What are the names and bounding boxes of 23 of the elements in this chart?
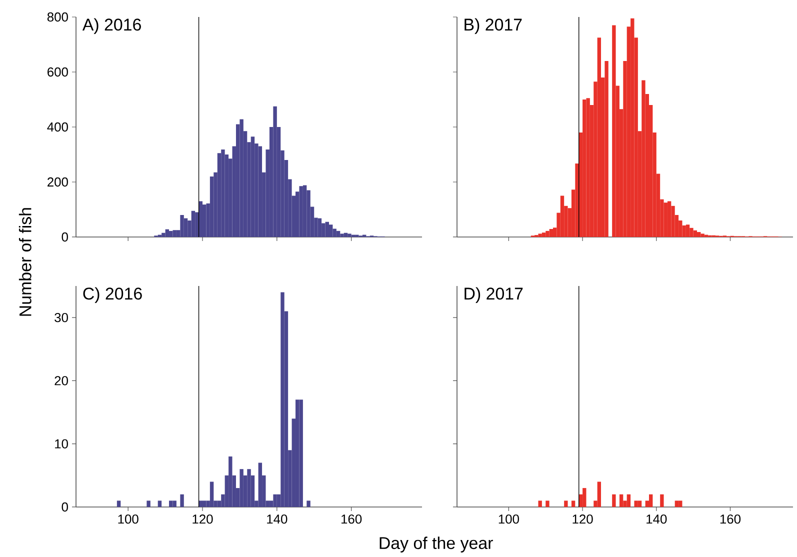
y-tick-label: 0: [62, 232, 68, 242]
x-axis-title: Day of the year: [380, 536, 493, 552]
y-tick-label: 600: [48, 67, 68, 77]
x-tick-label: 100: [118, 514, 138, 524]
y-tick-label: 800: [47, 12, 68, 22]
x-tick-label: 100: [498, 514, 519, 524]
x-tick-label: 140: [646, 514, 667, 524]
y-tick-label: 20: [54, 376, 68, 386]
x-tick-label: 160: [720, 514, 741, 524]
y-tick-label: 10: [55, 439, 68, 448]
y-tick-label: 200: [48, 177, 68, 187]
x-tick-label: 120: [572, 514, 593, 524]
y-tick-label: 400: [47, 122, 68, 132]
x-tick-label: 140: [267, 514, 288, 524]
chart-title: C) 2016: [83, 287, 142, 303]
chart-title: A) 2016: [82, 18, 141, 34]
y-tick-label: 30: [54, 312, 68, 322]
x-tick-label: 120: [192, 514, 213, 524]
y-tick-label: 0: [62, 502, 68, 512]
y-axis-title: Number of fish: [18, 208, 32, 316]
chart-title: B) 2017: [464, 18, 522, 34]
chart-title: D) 2017: [464, 287, 523, 303]
x-tick-label: 160: [341, 514, 362, 524]
